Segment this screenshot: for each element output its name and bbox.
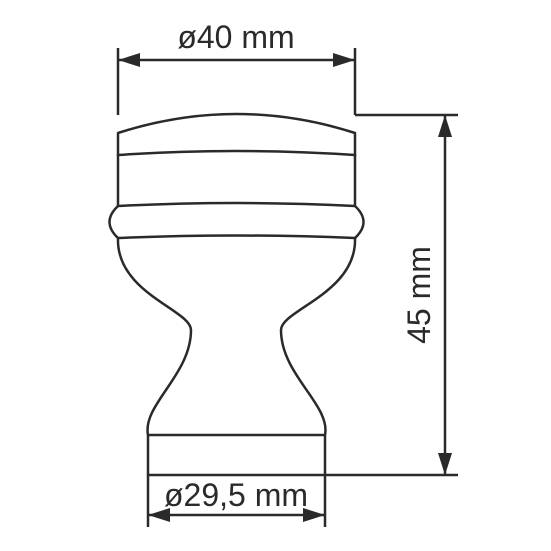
technical-drawing: ø40 mm 45 mm ø29,5 mm: [0, 0, 551, 551]
arrowhead: [438, 115, 452, 137]
dimension-label: 45 mm: [401, 246, 437, 344]
part-outline: [110, 114, 364, 475]
dimension-label: ø29,5 mm: [164, 477, 308, 513]
dimension-label: ø40 mm: [177, 19, 294, 55]
arrowhead: [118, 53, 140, 67]
arrowhead: [333, 53, 355, 67]
arrowhead: [438, 453, 452, 475]
